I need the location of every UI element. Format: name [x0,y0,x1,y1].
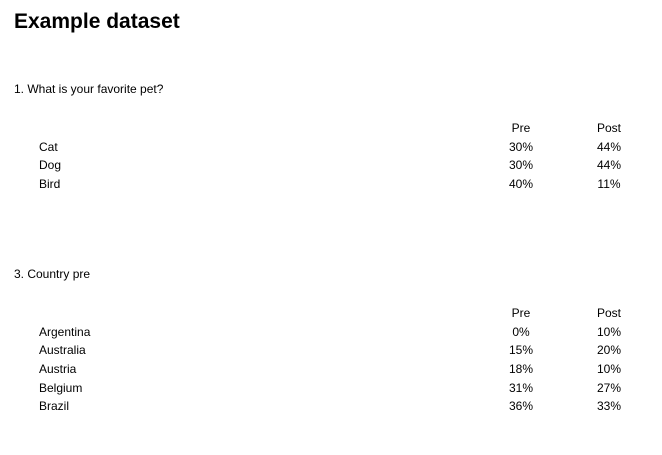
column-header-post: Post [596,306,621,320]
results-table: Pre Post Argentina 0% 10% Australia 15% … [0,304,662,416]
table-header-row: Pre Post [0,119,662,138]
row-label: Austria [39,362,77,377]
results-table: Pre Post Cat 30% 44% Dog 30% 44% Bird 40… [0,119,662,194]
post-value: 44% [596,139,622,154]
row-label: Dog [39,158,62,173]
table-row: Bird 40% 11% [0,175,662,194]
column-header-pre: Pre [511,121,531,135]
table-row: Belgium 31% 27% [0,379,662,398]
column-header-post: Post [596,121,621,135]
page-title: Example dataset [14,10,180,33]
table-row: Brazil 36% 33% [0,397,662,416]
row-label: Bird [39,177,61,192]
table-row: Dog 30% 44% [0,156,662,175]
post-value: 10% [596,324,622,339]
post-value: 10% [596,362,622,377]
post-value: 11% [597,177,621,192]
pre-value: 36% [508,399,534,414]
post-value: 44% [596,158,622,173]
table-row: Australia 15% 20% [0,341,662,360]
row-label: Argentina [39,324,91,339]
post-value: 33% [596,399,622,414]
row-label: Cat [39,139,58,154]
row-label: Belgium [39,380,83,395]
question-title: 3. Country pre [14,267,91,281]
pre-value: 30% [508,139,534,154]
post-value: 20% [596,343,622,358]
pre-value: 15% [508,343,534,358]
table-row: Argentina 0% 10% [0,323,662,342]
pre-value: 40% [508,177,534,192]
pre-value: 0% [512,324,530,339]
pre-value: 31% [508,380,534,395]
pre-value: 30% [508,158,534,173]
row-label: Brazil [39,399,70,414]
column-header-pre: Pre [511,306,531,320]
pre-value: 18% [508,362,534,377]
table-row: Austria 18% 10% [0,360,662,379]
post-value: 27% [596,380,622,395]
row-label: Australia [39,343,86,358]
table-header-row: Pre Post [0,304,662,323]
table-row: Cat 30% 44% [0,138,662,157]
question-title: 1. What is your favorite pet? [14,82,164,96]
